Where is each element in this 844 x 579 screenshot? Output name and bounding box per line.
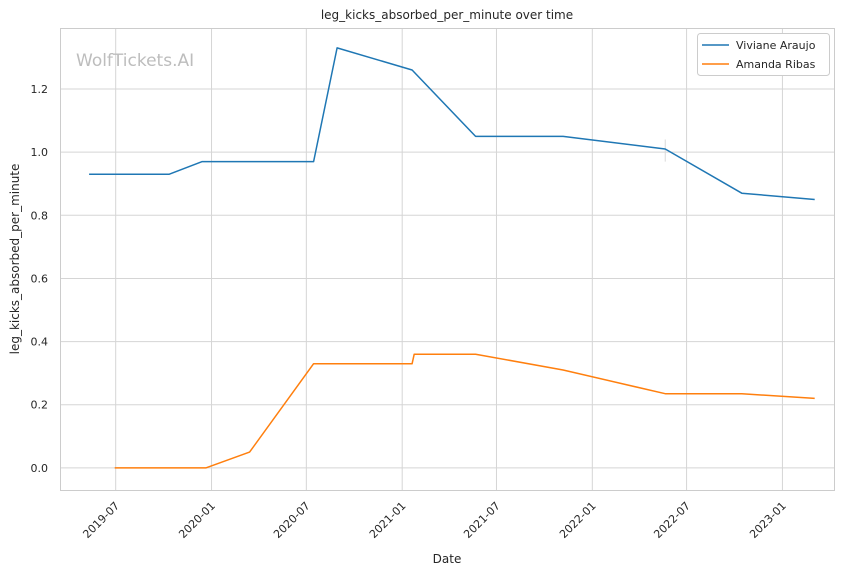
y-axis-label: leg_kicks_absorbed_per_minute bbox=[8, 164, 22, 355]
y-tick-label: 1.2 bbox=[31, 83, 49, 96]
legend-label-amanda-ribas: Amanda Ribas bbox=[736, 58, 816, 71]
y-tick-label: 0.2 bbox=[31, 399, 49, 412]
y-tick-labels: 0.0 0.2 0.4 0.6 0.8 1.0 1.2 bbox=[31, 83, 49, 475]
y-tick-label: 0.4 bbox=[31, 336, 49, 349]
y-tick-label: 1.0 bbox=[31, 146, 49, 159]
series-line-viviane-araujo bbox=[89, 47, 815, 201]
watermark: WolfTickets.AI bbox=[76, 51, 194, 71]
grid bbox=[61, 29, 834, 490]
y-tick-label: 0.6 bbox=[31, 272, 49, 285]
y-tick-label: 0.8 bbox=[31, 209, 49, 222]
y-tick-label: 0.0 bbox=[31, 462, 49, 475]
legend-box bbox=[697, 33, 830, 76]
series-lines bbox=[89, 47, 815, 469]
x-axis-label: Date bbox=[433, 552, 462, 566]
chart-title: leg_kicks_absorbed_per_minute over time bbox=[321, 8, 573, 22]
legend: Viviane Araujo Amanda Ribas bbox=[697, 33, 830, 76]
legend-label-viviane-araujo: Viviane Araujo bbox=[736, 39, 816, 52]
plot-frame bbox=[60, 28, 835, 491]
series-line-amanda-ribas bbox=[114, 353, 815, 469]
